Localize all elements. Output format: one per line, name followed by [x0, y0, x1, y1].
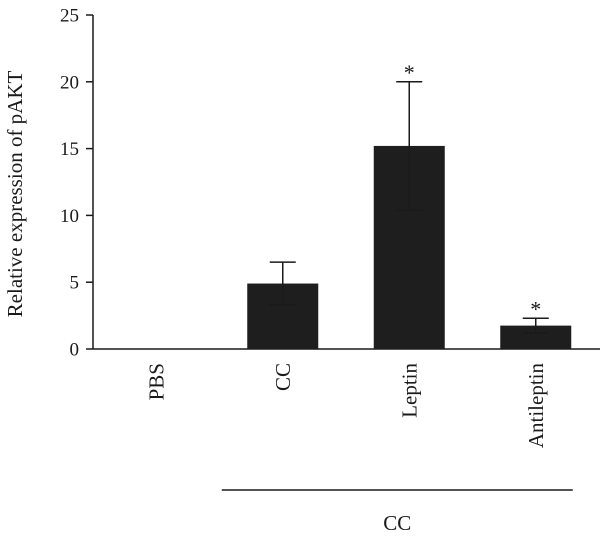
y-axis: 0 5 10 15 20 25: [60, 6, 94, 361]
y-tick-label: 10: [60, 206, 79, 227]
group-bracket-label: CC: [383, 511, 411, 535]
y-axis-title: Relative expression of pAKT: [3, 70, 27, 317]
y-tick-label: 20: [60, 72, 79, 93]
bar: [500, 325, 572, 349]
x-tick-label: Antileptin: [524, 363, 548, 449]
significance-marker: *: [404, 60, 415, 85]
y-tick-label: 25: [60, 6, 79, 27]
x-tick-label: PBS: [144, 363, 168, 400]
significance-marker: *: [530, 296, 541, 321]
x-tick-label: CC: [271, 363, 295, 391]
x-tick-label: Leptin: [397, 363, 421, 418]
y-tick-label: 15: [60, 139, 79, 160]
y-tick-label: 5: [70, 273, 80, 294]
y-tick-label: 0: [70, 340, 80, 361]
